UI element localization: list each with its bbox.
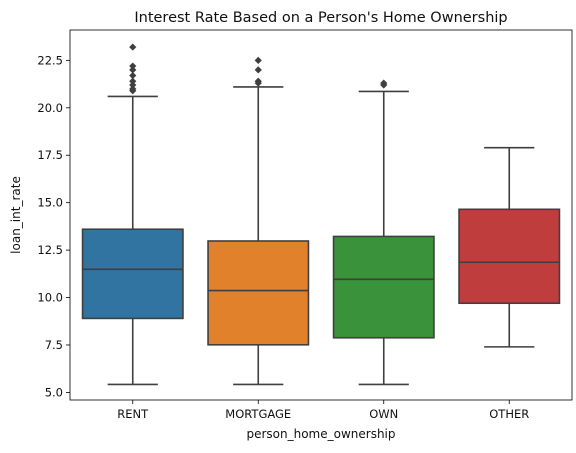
outlier-point-mortgage [254,77,262,85]
outlier-point-own [380,79,388,87]
y-tick-label: 5.0 [45,385,63,399]
y-tick-label: 12.5 [37,243,63,257]
chart-title: Interest Rate Based on a Person's Home O… [134,10,507,26]
y-axis-label: loan_int_rate [9,176,23,254]
outlier-point-rent [129,85,137,93]
outlier-point-rent [129,77,137,85]
y-tick-label: 7.5 [45,338,63,352]
box-other [458,208,561,305]
y-tick-label: 22.5 [37,53,63,67]
outlier-point-mortgage [254,66,262,74]
x-tick-label-own: OWN [369,407,398,421]
plot-area: RENT MORTGAGE OWN OTHER 5.0 7.5 10.0 12.5 15.0 17… [37,29,573,421]
box-own [332,235,435,339]
y-tick-label: 20.0 [37,101,63,115]
y-tick-label: 15.0 [37,196,63,210]
outlier-point-mortgage [254,56,262,64]
outlier-point-rent [129,81,137,89]
y-tick-label: 17.5 [37,148,63,162]
x-tick-label-mortgage: MORTGAGE [225,407,291,421]
x-tick-label-other: OTHER [489,407,529,421]
box-rent [81,228,184,320]
y-tick-label: 10.0 [37,291,63,305]
outlier-point-rent [129,43,137,51]
outlier-point-rent [129,66,137,74]
x-axis-label: person_home_ownership [246,427,395,441]
box-mortgage [207,240,310,346]
plot-frame [69,29,573,401]
x-tick-label-rent: RENT [117,407,149,421]
outlier-point-rent [129,71,137,80]
outlier-point-rent [129,62,137,70]
